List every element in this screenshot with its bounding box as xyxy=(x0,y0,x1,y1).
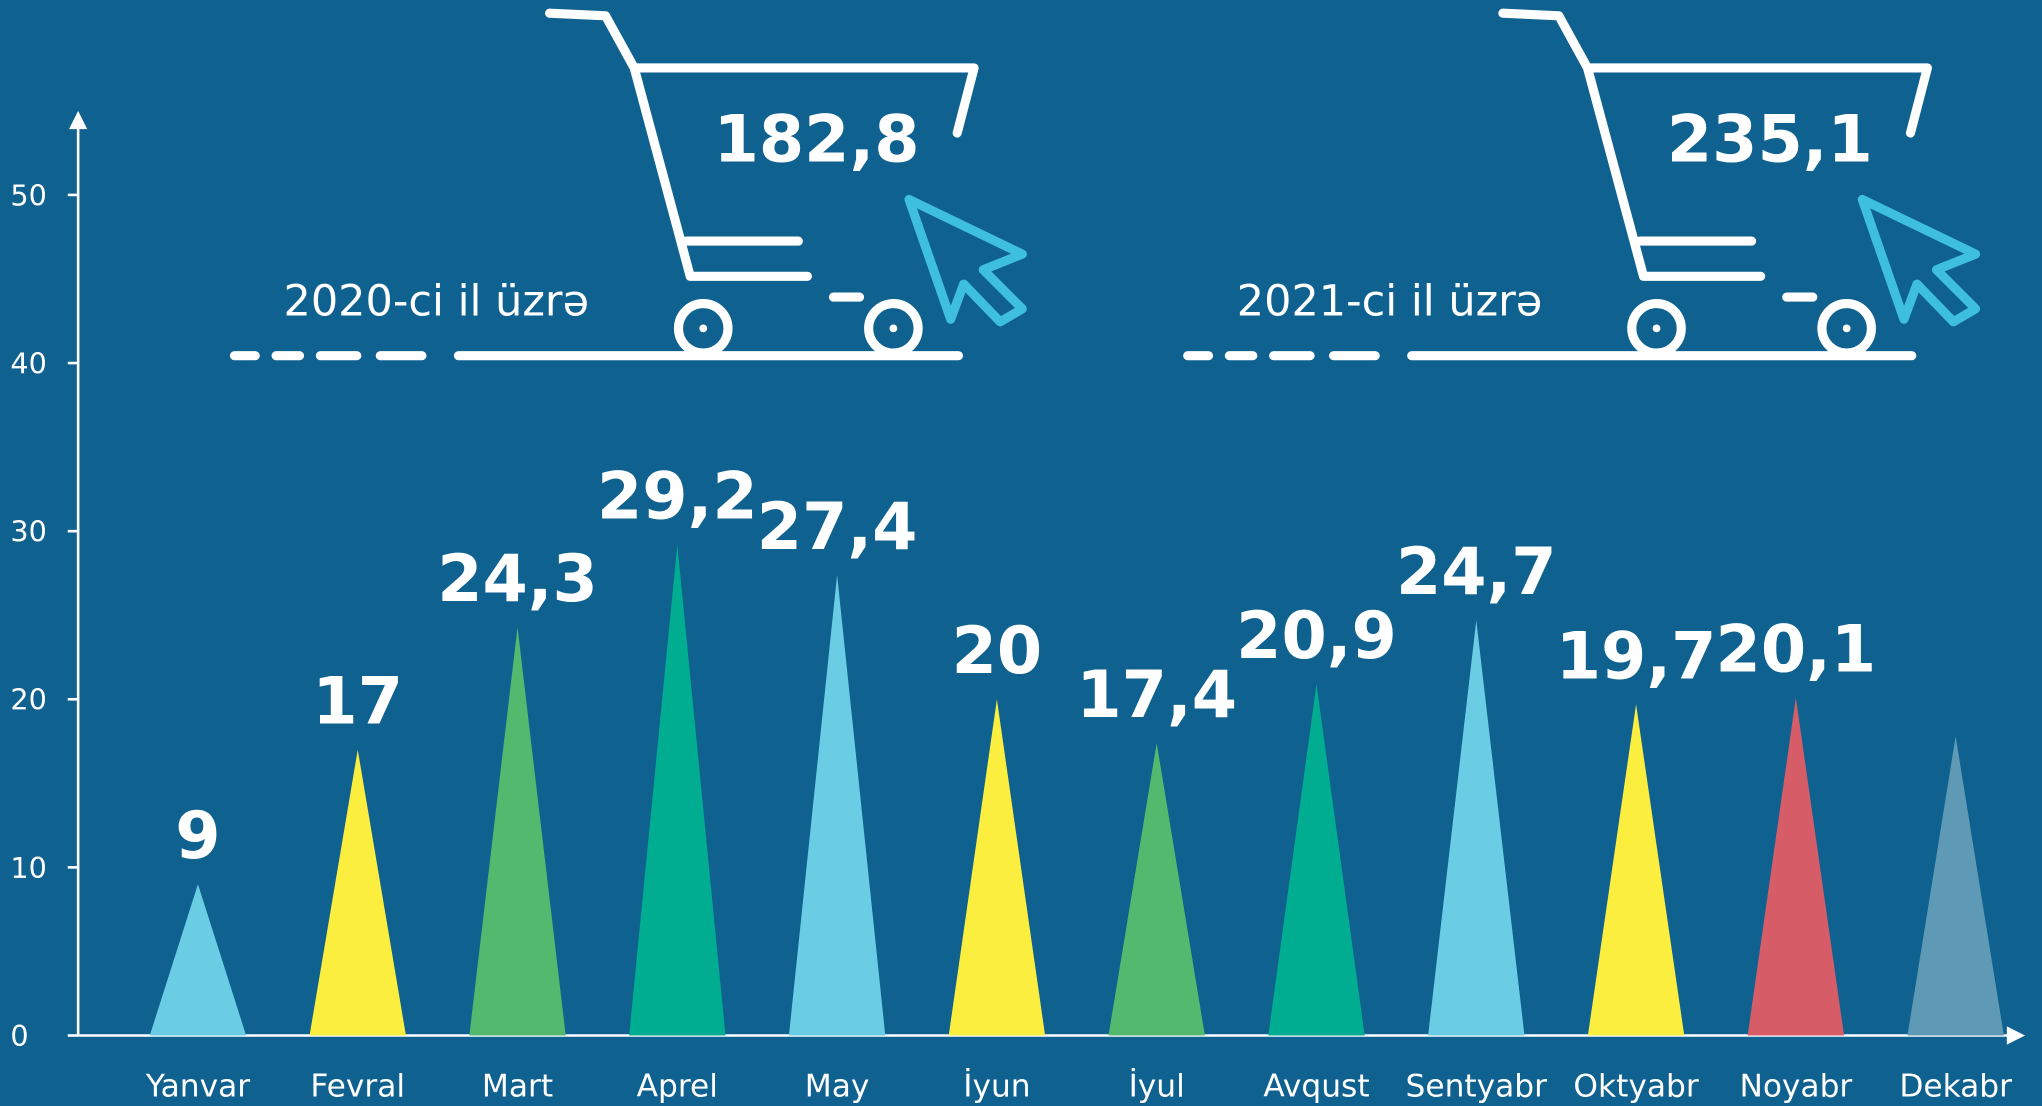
value-label: 24,3 xyxy=(437,542,598,617)
y-tick-label: 10 xyxy=(10,851,46,885)
x-tick-label: İyun xyxy=(963,1067,1030,1105)
bar xyxy=(788,574,886,1036)
bar xyxy=(469,626,566,1036)
x-tick-label: Avqust xyxy=(1263,1069,1369,1105)
value-label: 24,7 xyxy=(1396,535,1557,610)
value-label: 29,2 xyxy=(597,460,758,535)
bar xyxy=(1268,684,1365,1036)
value-label: 17 xyxy=(312,665,403,740)
wheel-hub xyxy=(699,324,708,333)
x-tick-label: Yanvar xyxy=(145,1069,250,1105)
y-tick-label: 50 xyxy=(10,178,46,212)
y-tick-label: 20 xyxy=(10,683,46,717)
x-axis-arrow xyxy=(2006,1026,2026,1045)
annotation-label: 2021-ci il üzrə xyxy=(1237,276,1543,326)
bar xyxy=(1108,742,1205,1036)
value-label: 20 xyxy=(952,614,1043,689)
bar xyxy=(1428,620,1525,1036)
bar xyxy=(629,544,726,1036)
value-label: 27,4 xyxy=(757,490,918,565)
y-axis-arrow xyxy=(69,110,88,130)
y-tick-label: 0 xyxy=(10,1019,28,1053)
bar xyxy=(309,749,406,1036)
value-label: 20,9 xyxy=(1236,599,1397,674)
cart-illustrations: 182,8 2020-ci il üzrə 235,1 2021-ci il üzrə xyxy=(229,8,1981,361)
value-label: 20,1 xyxy=(1716,613,1877,688)
bar xyxy=(1587,704,1685,1036)
bar xyxy=(948,699,1046,1036)
wheel-hub xyxy=(1652,324,1661,333)
bar xyxy=(1907,736,2004,1036)
y-tick-label: 30 xyxy=(10,515,46,549)
y-tick-label: 40 xyxy=(10,346,46,380)
bar xyxy=(1747,697,1845,1036)
x-tick-label: Noyabr xyxy=(1739,1069,1852,1105)
x-tick-label: Fevral xyxy=(310,1069,405,1105)
annotation-value: 182,8 xyxy=(714,103,920,178)
bar xyxy=(149,884,247,1036)
x-tick-label: Dekabr xyxy=(1899,1069,2012,1105)
value-label: 19,7 xyxy=(1556,619,1717,694)
x-tick-label: İyul xyxy=(1129,1067,1185,1105)
cart: 182,8 2020-ci il üzrə xyxy=(229,8,1027,361)
value-label: 9 xyxy=(175,799,220,874)
annotation-value: 235,1 xyxy=(1667,103,1873,178)
annotation-label: 2020-ci il üzrə xyxy=(284,276,590,326)
x-tick-label: Oktyabr xyxy=(1573,1069,1698,1105)
x-tick-label: Aprel xyxy=(637,1069,718,1105)
cart: 235,1 2021-ci il üzrə xyxy=(1183,8,1981,361)
wheel-hub xyxy=(1842,324,1851,333)
x-tick-label: Mart xyxy=(482,1069,553,1105)
x-tick-label: May xyxy=(805,1069,870,1105)
cursor xyxy=(1857,194,1981,327)
cursor xyxy=(904,194,1027,327)
cart-frame xyxy=(545,8,979,302)
x-tick-label: Sentyabr xyxy=(1406,1069,1548,1105)
cart-frame xyxy=(1498,8,1932,302)
wheel-hub xyxy=(889,324,898,333)
value-label: 17,4 xyxy=(1076,658,1237,733)
